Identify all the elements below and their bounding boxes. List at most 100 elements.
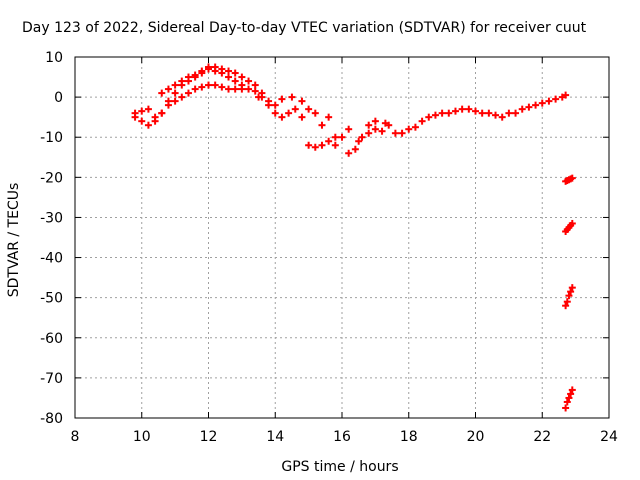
- data-point: [231, 85, 239, 93]
- series-lower-drop: [562, 174, 576, 412]
- data-point: [345, 149, 353, 157]
- ticks: 8 10 12 14 16 18 20 22 24 10 0 -10 -20 -30 -40 -50 -60 -7…: [40, 50, 618, 445]
- data-point: [271, 109, 279, 117]
- data-points: [131, 63, 576, 412]
- data-point: [225, 85, 233, 93]
- data-point: [568, 174, 576, 182]
- data-point: [245, 85, 253, 93]
- data-point: [271, 101, 279, 109]
- y-tick-label: -70: [40, 371, 63, 387]
- data-point: [411, 123, 419, 131]
- data-point: [498, 113, 506, 121]
- data-point: [478, 109, 486, 117]
- data-point: [381, 119, 389, 127]
- data-point: [171, 97, 179, 105]
- y-tick-label: 0: [54, 90, 63, 106]
- data-point: [325, 137, 333, 145]
- data-point: [218, 65, 226, 73]
- data-point: [158, 89, 166, 97]
- data-point: [205, 63, 212, 71]
- data-point: [458, 105, 466, 113]
- data-point: [164, 85, 172, 93]
- data-point: [265, 97, 273, 105]
- data-point: [568, 284, 576, 292]
- data-point: [311, 109, 319, 117]
- data-point: [318, 121, 326, 129]
- data-point: [563, 398, 571, 406]
- y-axis-label: SDTVAR / TECUs: [6, 183, 22, 298]
- data-point: [371, 117, 379, 125]
- data-point: [563, 298, 571, 306]
- data-point: [378, 127, 386, 135]
- x-tick-label: 18: [400, 429, 418, 445]
- y-tick-label: -20: [40, 170, 63, 186]
- data-point: [231, 77, 239, 85]
- data-point: [565, 292, 573, 300]
- series-scatter-14-16: [255, 93, 389, 145]
- data-point: [318, 141, 326, 149]
- data-point: [331, 141, 339, 149]
- data-point: [245, 77, 253, 85]
- data-point: [138, 107, 146, 115]
- data-point: [445, 109, 453, 117]
- data-point: [198, 83, 206, 91]
- data-point: [251, 81, 259, 89]
- data-point: [568, 219, 576, 227]
- data-point: [418, 117, 426, 125]
- data-point: [255, 93, 263, 101]
- data-point: [205, 81, 212, 89]
- y-tick-label: -30: [40, 210, 63, 226]
- data-point: [151, 113, 159, 121]
- data-point: [492, 111, 500, 119]
- data-point: [365, 121, 373, 129]
- data-point: [345, 125, 353, 133]
- y-tick-label: -60: [40, 331, 63, 347]
- data-point: [171, 89, 179, 97]
- series-main-band: [131, 65, 570, 157]
- data-point: [512, 109, 520, 117]
- data-point: [285, 109, 293, 117]
- data-point: [425, 113, 433, 121]
- data-point: [258, 89, 266, 97]
- data-point: [144, 121, 152, 129]
- data-point: [291, 105, 299, 113]
- data-point: [398, 129, 406, 137]
- data-point: [225, 67, 233, 75]
- data-point: [184, 89, 192, 97]
- x-tick-label: 10: [133, 429, 151, 445]
- y-tick-label: -40: [40, 251, 63, 267]
- data-point: [358, 133, 366, 141]
- data-point: [178, 77, 186, 85]
- data-point: [465, 105, 473, 113]
- data-point: [211, 81, 219, 89]
- data-point: [562, 91, 570, 99]
- data-point: [351, 145, 359, 153]
- data-point: [405, 125, 413, 133]
- data-point: [552, 95, 560, 103]
- data-point: [505, 109, 513, 117]
- data-point: [251, 87, 259, 95]
- data-point: [472, 107, 479, 115]
- data-point: [431, 111, 439, 119]
- data-point: [288, 93, 296, 101]
- data-point: [331, 133, 339, 141]
- data-point: [338, 133, 346, 141]
- data-point: [567, 390, 575, 398]
- x-tick-label: 8: [71, 429, 80, 445]
- data-point: [171, 81, 179, 89]
- data-point: [311, 143, 319, 151]
- y-tick-label: -80: [40, 411, 63, 427]
- data-point: [438, 109, 446, 117]
- data-point: [178, 93, 186, 101]
- data-point: [231, 69, 239, 77]
- data-point: [325, 113, 333, 121]
- series-lower-track: [131, 81, 246, 121]
- x-tick-label: 22: [533, 429, 551, 445]
- data-point: [525, 103, 533, 111]
- data-point: [562, 404, 570, 412]
- data-point: [545, 97, 553, 105]
- data-point: [198, 67, 206, 75]
- data-point: [365, 129, 373, 137]
- data-point: [371, 125, 379, 133]
